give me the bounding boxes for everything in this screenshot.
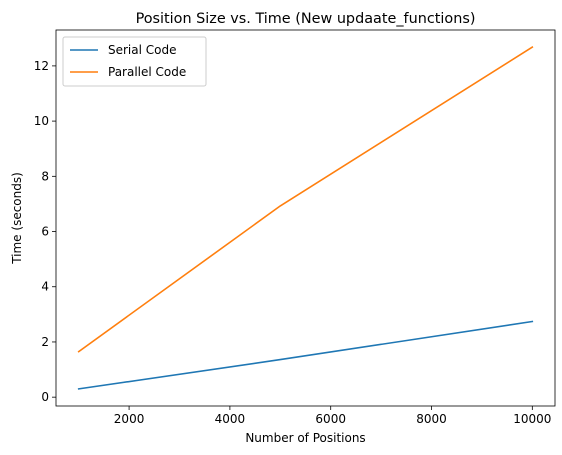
y-tick-label: 2 <box>41 335 49 349</box>
legend: Serial Code Parallel Code <box>62 36 207 87</box>
x-axis-ticks: 2000 4000 6000 8000 10000 <box>114 406 551 426</box>
y-tick-label: 0 <box>41 390 49 404</box>
chart-title: Position Size vs. Time (New updaate_func… <box>136 11 476 27</box>
y-tick-label: 10 <box>34 114 49 128</box>
y-tick-label: 8 <box>41 169 49 183</box>
x-axis-title: Number of Positions <box>245 431 365 445</box>
x-tick-label: 4000 <box>215 412 246 426</box>
legend-label-serial-code: Serial Code <box>108 43 177 57</box>
legend-label-parallel-code: Parallel Code <box>108 65 186 79</box>
y-tick-label: 4 <box>41 280 49 294</box>
plot-area <box>77 45 534 390</box>
series-line-parallel-code <box>77 45 534 353</box>
y-tick-label: 6 <box>41 225 49 239</box>
x-tick-label: 8000 <box>416 412 447 426</box>
y-tick-label: 12 <box>34 59 49 73</box>
plot-frame <box>55 29 556 407</box>
series-line-serial-code <box>77 320 534 390</box>
y-axis-title: Time (seconds) <box>10 172 24 265</box>
x-tick-label: 10000 <box>513 412 551 426</box>
x-tick-label: 2000 <box>114 412 145 426</box>
legend-box <box>62 36 207 87</box>
x-tick-label: 6000 <box>315 412 346 426</box>
y-axis-ticks: 0 2 4 6 8 10 12 <box>34 59 56 404</box>
